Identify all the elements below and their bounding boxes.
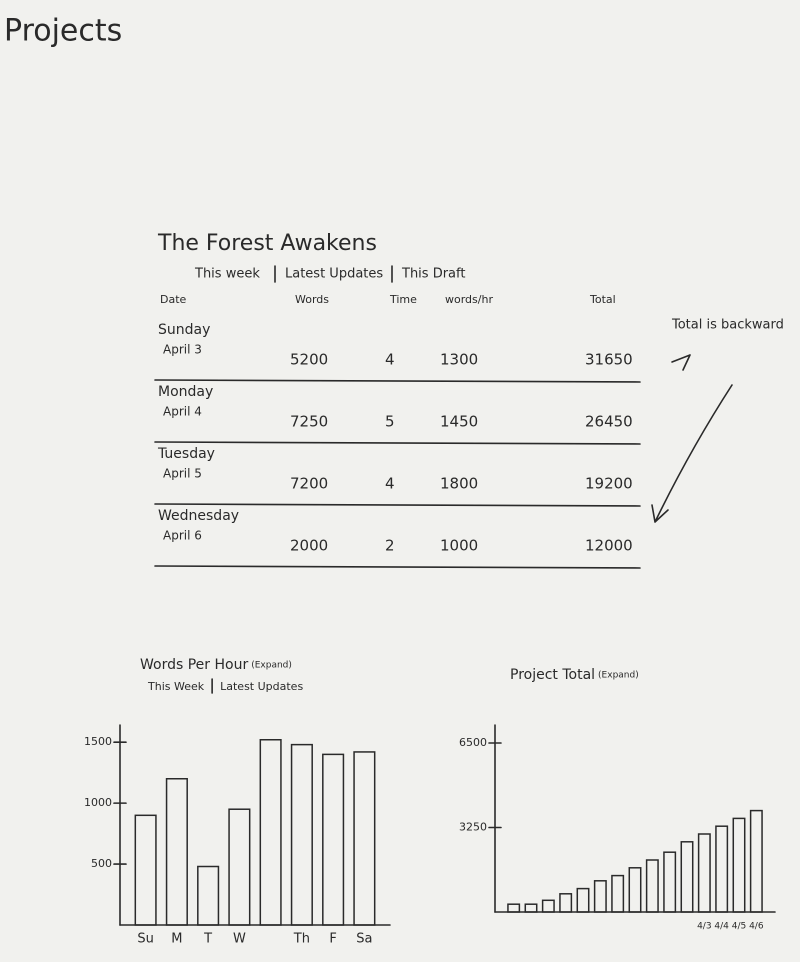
date-day: Sunday (158, 322, 210, 338)
row-separator (154, 379, 641, 383)
row-separator (154, 441, 641, 445)
y-tick-label: 500 (91, 857, 112, 870)
bar (663, 851, 677, 913)
x-tick-label: Sa (356, 932, 372, 947)
cell: 5 (385, 413, 395, 431)
column-header: Date (160, 293, 187, 306)
chart-title: Words Per Hour (140, 657, 248, 673)
bar (732, 817, 746, 913)
cell: 4 (385, 475, 395, 493)
tab[interactable]: Latest Updates (285, 267, 383, 282)
row-separator (154, 503, 641, 507)
tab[interactable]: This week (194, 267, 260, 282)
cell: 12000 (585, 537, 633, 555)
y-tick-label: 1000 (84, 796, 112, 809)
column-header: Total (589, 293, 616, 306)
x-tick-label: W (233, 932, 246, 947)
date-day: Tuesday (157, 446, 215, 462)
bar (353, 751, 376, 926)
x-tick-label: Su (137, 932, 154, 947)
bar (290, 743, 313, 926)
column-header: Time (389, 293, 417, 306)
bar (576, 887, 590, 913)
cell: 7200 (290, 475, 328, 493)
x-tick-label: 4/5 (732, 922, 746, 932)
bar (165, 778, 188, 926)
cell: 1000 (440, 537, 478, 555)
column-header: words/hr (445, 293, 493, 306)
bar (197, 865, 220, 926)
x-tick-label: T (203, 932, 212, 947)
date-day: Monday (158, 384, 213, 400)
bar (524, 903, 538, 913)
date-month: April 5 (163, 467, 202, 481)
bar (593, 880, 607, 913)
bar (507, 903, 521, 913)
chart-tab[interactable]: This Week (147, 680, 205, 693)
bar (749, 809, 763, 913)
bar (645, 859, 659, 913)
cell: 19200 (585, 475, 633, 493)
row-separator (154, 565, 641, 569)
cell: 4 (385, 351, 395, 369)
y-tick-label: 3250 (459, 821, 487, 834)
bar (134, 814, 157, 926)
bar (611, 874, 625, 913)
cell: 1450 (440, 413, 478, 431)
bar (322, 753, 345, 926)
bar (697, 833, 711, 913)
date-day: Wednesday (158, 508, 239, 524)
cell: 1300 (440, 351, 478, 369)
y-tick-label: 6500 (459, 736, 487, 749)
bar (259, 739, 282, 926)
bar (715, 825, 729, 913)
cell: 31650 (585, 351, 633, 369)
x-tick-label: Th (293, 932, 310, 947)
bar (628, 867, 642, 913)
x-tick-label: 4/3 (697, 922, 711, 932)
cell: 26450 (585, 413, 633, 431)
x-tick-label: M (171, 932, 182, 947)
expand-link[interactable]: (Expand) (251, 661, 292, 671)
page-title: Projects (4, 14, 122, 49)
cell: 7250 (290, 413, 328, 431)
x-tick-label: 4/4 (714, 922, 729, 932)
date-month: April 3 (163, 343, 202, 357)
chart-tab[interactable]: Latest Updates (220, 680, 303, 693)
cell: 1800 (440, 475, 478, 493)
bar (228, 808, 251, 926)
bar (541, 899, 555, 913)
cell: 5200 (290, 351, 328, 369)
annotation-arrow (671, 354, 691, 371)
column-header: Words (295, 293, 329, 306)
bar (680, 841, 694, 913)
x-tick-label: F (329, 932, 336, 947)
expand-link[interactable]: (Expand) (598, 671, 639, 681)
bar (559, 893, 573, 913)
date-month: April 4 (163, 405, 202, 419)
chart-title: Project Total (510, 667, 595, 683)
annotation-arrow (651, 384, 733, 523)
cell: 2000 (290, 537, 328, 555)
x-tick-label: 4/6 (749, 922, 764, 932)
tab[interactable]: This Draft (401, 267, 465, 282)
annotation: Total is backward (671, 318, 784, 333)
date-month: April 6 (163, 529, 202, 543)
y-tick-label: 1500 (84, 735, 112, 748)
cell: 2 (385, 537, 395, 555)
project-title: The Forest Awakens (157, 231, 377, 256)
